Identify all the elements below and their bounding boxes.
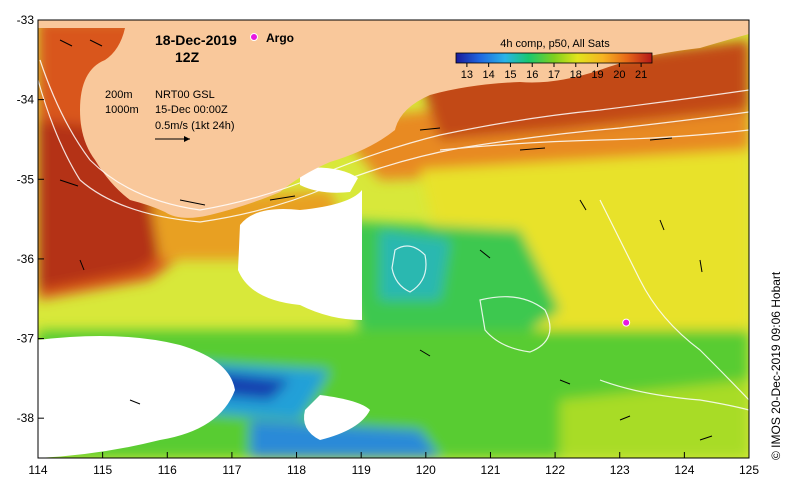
map-hour: 12Z — [175, 49, 200, 65]
y-tick-label: -38 — [17, 411, 35, 425]
plot-frame — [37, 19, 750, 459]
plot-area — [38, 20, 749, 458]
sst-field — [38, 20, 749, 458]
colorbar-tick-label: 20 — [613, 69, 625, 81]
x-tick-label: 124 — [674, 463, 694, 477]
x-tick-label: 117 — [222, 463, 241, 477]
x-axis: 114 115 116 117 118 119 120 121 122 123 124 125 — [28, 452, 759, 477]
y-axis: -33 -34 -35 -36 -37 -38 — [17, 13, 44, 425]
colorbar-tick-label: 13 — [461, 69, 473, 81]
x-tick-label: 119 — [352, 463, 371, 477]
argo-legend-icon — [250, 33, 258, 41]
colorbar-tick-label: 18 — [570, 69, 582, 81]
legend-1000m: 1000m — [105, 104, 139, 116]
y-tick-label: -35 — [17, 172, 35, 186]
y-tick-label: -34 — [17, 93, 35, 107]
scale-arrow-icon — [155, 136, 190, 142]
x-tick-label: 122 — [545, 463, 565, 477]
colorbar-tick-label: 16 — [526, 69, 538, 81]
y-tick-label: -36 — [17, 252, 35, 266]
land-australia — [38, 20, 749, 218]
x-tick-label: 125 — [739, 463, 759, 477]
x-tick-label: 118 — [287, 463, 306, 477]
colorbar-tick-label: 14 — [483, 69, 495, 81]
x-tick-label: 121 — [480, 463, 500, 477]
map-date: 18-Dec-2019 — [155, 32, 237, 48]
cloud-mask — [38, 167, 370, 458]
colorbar-tick-label: 15 — [504, 69, 516, 81]
x-tick-label: 116 — [158, 463, 177, 477]
bathymetry-contours — [38, 59, 749, 411]
argo-legend-label: Argo — [266, 31, 294, 45]
x-tick-label: 123 — [610, 463, 630, 477]
x-tick-label: 114 — [28, 463, 47, 477]
argo-float-marker — [622, 318, 631, 327]
colorbar-ticks: 13 14 15 16 17 18 19 20 21 — [461, 63, 647, 81]
colorbar — [455, 52, 653, 64]
legend-analysis-time: 15-Dec 00:00Z — [155, 104, 228, 116]
legend-scale: 0.5m/s (1kt 24h) — [155, 120, 234, 132]
colorbar-tick-label: 21 — [635, 69, 647, 81]
x-tick-label: 115 — [93, 463, 112, 477]
y-tick-label: -33 — [17, 13, 35, 27]
colorbar-tick-label: 19 — [591, 69, 603, 81]
colorbar-title: 4h comp, p50, All Sats — [500, 38, 610, 50]
legend-200m: 200m — [105, 89, 133, 101]
current-vectors — [59, 39, 713, 441]
imos-credit: © IMOS 20-Dec-2019 09:06 Hobart — [769, 271, 783, 460]
y-tick-label: -37 — [17, 332, 35, 346]
colorbar-tick-label: 17 — [548, 69, 560, 81]
legend-model: NRT00 GSL — [155, 89, 215, 101]
x-tick-label: 120 — [416, 463, 436, 477]
